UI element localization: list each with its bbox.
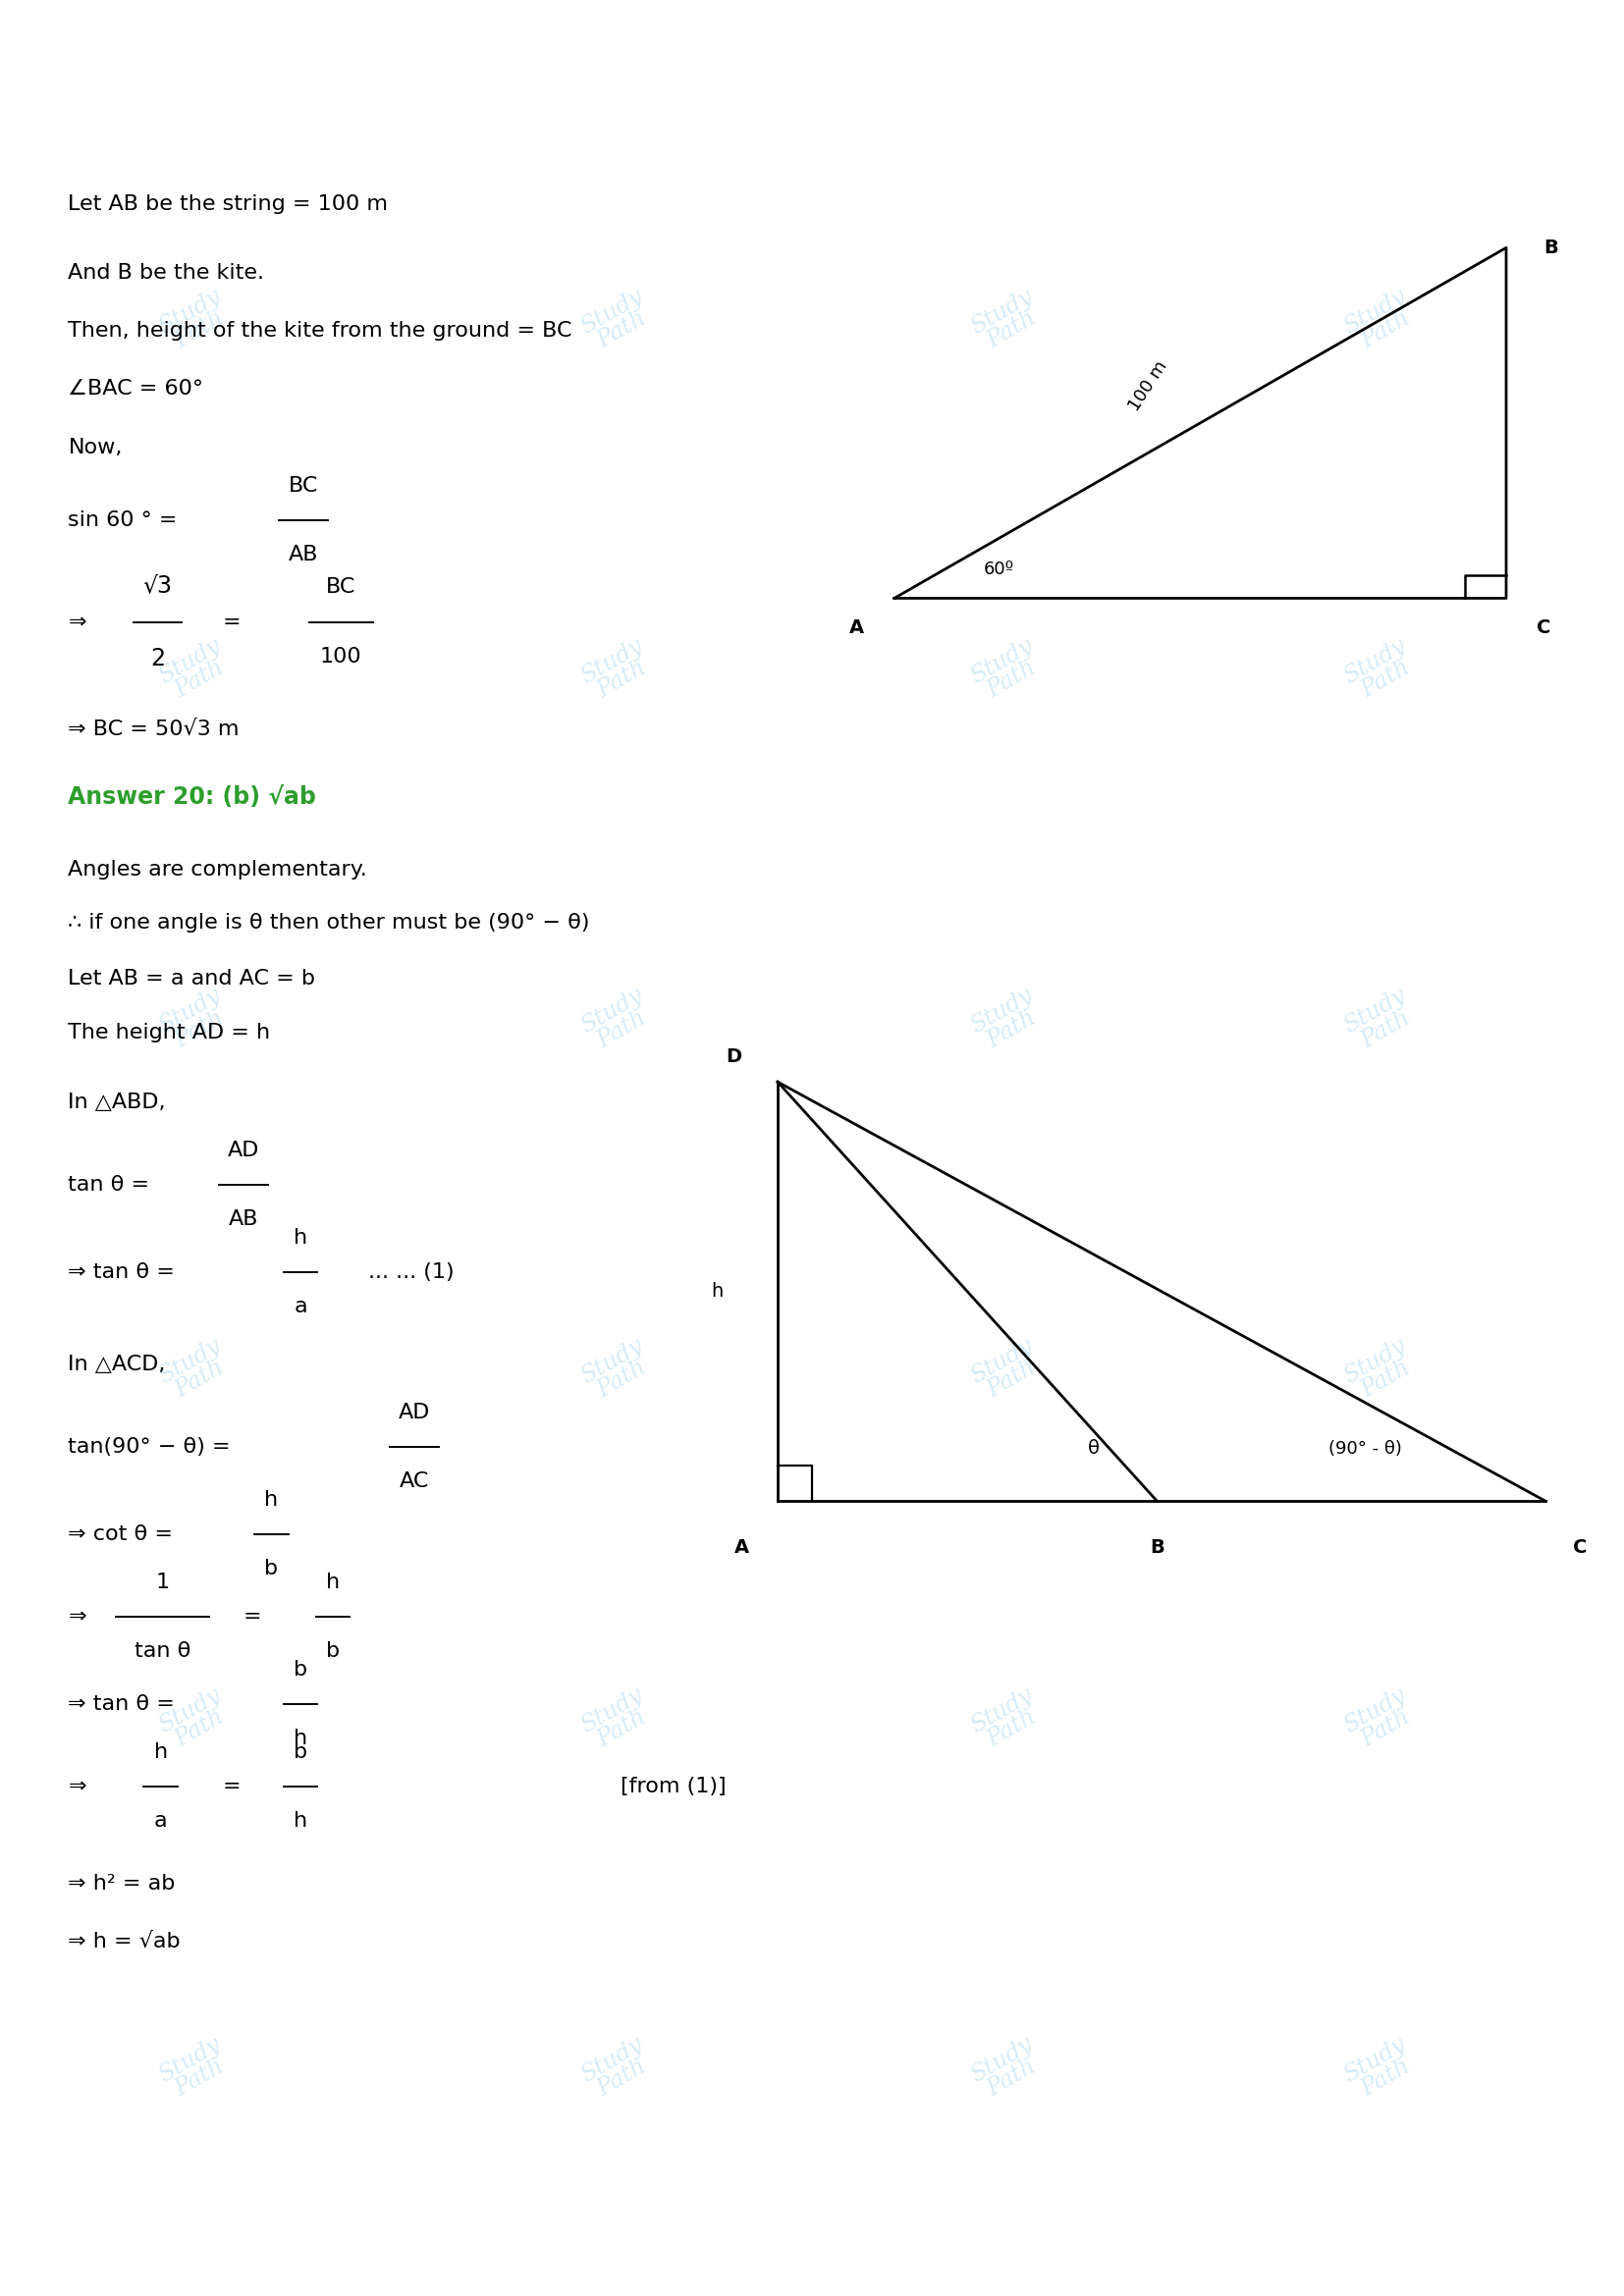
Text: Study
Path: Study Path (1340, 985, 1421, 1056)
Text: Study
Path: Study Path (1340, 2034, 1421, 2105)
Text: Study
Path: Study Path (577, 634, 658, 707)
Text: θ: θ (1088, 1440, 1099, 1458)
Text: The height AD = h: The height AD = h (68, 1022, 271, 1042)
Text: h: h (326, 1573, 339, 1591)
Text: Let AB = a and AC = b: Let AB = a and AC = b (68, 969, 315, 990)
Text: h: h (154, 1743, 167, 1761)
Text: A: A (849, 618, 864, 636)
Text: Study
Path: Study Path (966, 985, 1047, 1056)
Text: tan(90° − θ) =: tan(90° − θ) = (68, 1437, 231, 1456)
Text: BC: BC (289, 475, 318, 496)
Text: Study
Path: Study Path (966, 634, 1047, 707)
Text: (90° - θ): (90° - θ) (1328, 1440, 1402, 1458)
Text: sin 60 ° =: sin 60 ° = (68, 510, 177, 530)
Text: Study
Path: Study Path (577, 985, 658, 1056)
Text: h: h (294, 1228, 307, 1247)
Text: 100 m: 100 m (1125, 358, 1171, 416)
Text: Study
Path: Study Path (154, 985, 235, 1056)
Text: b: b (294, 1660, 307, 1678)
Text: h: h (265, 1490, 278, 1508)
Text: Class - X: Class - X (763, 25, 861, 44)
Text: ⇒ BC = 50√3 m: ⇒ BC = 50√3 m (68, 719, 240, 739)
Text: Study
Path: Study Path (154, 2034, 235, 2105)
Text: Study
Path: Study Path (966, 1334, 1047, 1405)
Text: Page 10 of 14: Page 10 of 14 (739, 2245, 885, 2264)
Text: Chapter 14: Height and Distances: Chapter 14: Height and Distances (617, 115, 1007, 135)
Text: C: C (1536, 618, 1551, 636)
Text: a: a (154, 1812, 167, 1830)
Text: Now,: Now, (68, 439, 122, 457)
Text: 60º: 60º (984, 560, 1013, 579)
Text: =: = (222, 1777, 240, 1795)
Text: 1: 1 (156, 1573, 169, 1591)
Text: B: B (1543, 239, 1557, 257)
Text: ⇒ tan θ =: ⇒ tan θ = (68, 1694, 175, 1713)
Text: ⇒ h² = ab: ⇒ h² = ab (68, 1874, 175, 1894)
Text: =: = (222, 613, 240, 631)
Text: AC: AC (400, 1472, 429, 1490)
Text: ⇒ tan θ =: ⇒ tan θ = (68, 1263, 175, 1281)
Text: Study
Path: Study Path (966, 1683, 1047, 1756)
Text: h: h (294, 1729, 307, 1747)
Text: Study
Path: Study Path (577, 1683, 658, 1756)
Text: b: b (326, 1642, 339, 1660)
Text: Study Path: Study Path (86, 124, 148, 133)
Text: Study
Path: Study Path (966, 285, 1047, 356)
Text: And B be the kite.: And B be the kite. (68, 262, 265, 282)
Text: ∠BAC = 60°: ∠BAC = 60° (68, 379, 203, 400)
Text: b: b (265, 1559, 278, 1577)
Text: Study
Path: Study Path (154, 285, 235, 356)
Text: 100: 100 (320, 647, 362, 666)
Text: Study
Path: Study Path (1340, 1683, 1421, 1756)
Text: ⇒ h = √ab: ⇒ h = √ab (68, 1931, 180, 1952)
Text: ... ... (1): ... ... (1) (369, 1263, 455, 1281)
Text: a: a (294, 1297, 307, 1316)
Text: ∴ if one angle is θ then other must be (90° − θ): ∴ if one angle is θ then other must be (… (68, 914, 590, 932)
Text: b: b (294, 1743, 307, 1761)
Text: =: = (244, 1607, 261, 1626)
Text: In △ABD,: In △ABD, (68, 1093, 166, 1111)
Text: √3: √3 (143, 574, 172, 597)
Text: Let AB be the string = 100 m: Let AB be the string = 100 m (68, 195, 388, 214)
Text: In △ACD,: In △ACD, (68, 1355, 166, 1373)
Text: Study
Path: Study Path (154, 634, 235, 707)
Text: AB: AB (289, 544, 318, 565)
Text: Study
Path: Study Path (577, 2034, 658, 2105)
Text: Study
Path: Study Path (1340, 634, 1421, 707)
Text: Study
Path: Study Path (577, 285, 658, 356)
Text: Study
Path: Study Path (966, 2034, 1047, 2105)
Text: ✓: ✓ (78, 51, 91, 69)
Text: BC: BC (326, 579, 356, 597)
Text: Then, height of the kite from the ground = BC: Then, height of the kite from the ground… (68, 321, 572, 340)
Text: C: C (1572, 1538, 1587, 1557)
Text: D: D (726, 1047, 742, 1065)
Text: h: h (294, 1812, 307, 1830)
Text: 2: 2 (149, 647, 166, 670)
Text: B: B (1150, 1538, 1164, 1557)
Text: Study
Path: Study Path (577, 1334, 658, 1405)
Text: AD: AD (227, 1141, 260, 1159)
Text: AB: AB (229, 1210, 258, 1228)
Text: A: A (734, 1538, 749, 1557)
Text: [from (1)]: [from (1)] (620, 1777, 726, 1795)
Text: ⇒ cot θ =: ⇒ cot θ = (68, 1525, 174, 1543)
Text: Study
Path: Study Path (154, 1683, 235, 1756)
Text: Angles are complementary.: Angles are complementary. (68, 859, 367, 879)
Text: ⇒: ⇒ (68, 1777, 86, 1795)
Text: RS Aggarwal Solutions: RS Aggarwal Solutions (664, 67, 960, 90)
Text: Answer 20: (b) √ab: Answer 20: (b) √ab (68, 785, 317, 808)
Text: Study
Path: Study Path (1340, 1334, 1421, 1405)
Text: tan θ =: tan θ = (68, 1176, 149, 1194)
Text: Study
Path: Study Path (154, 1334, 235, 1405)
Text: ⇒: ⇒ (68, 613, 86, 631)
Text: h: h (711, 1281, 723, 1302)
Text: tan θ: tan θ (135, 1642, 190, 1660)
Text: ⇒: ⇒ (68, 1607, 86, 1626)
Text: Study
Path: Study Path (1340, 285, 1421, 356)
Text: AD: AD (398, 1403, 430, 1421)
